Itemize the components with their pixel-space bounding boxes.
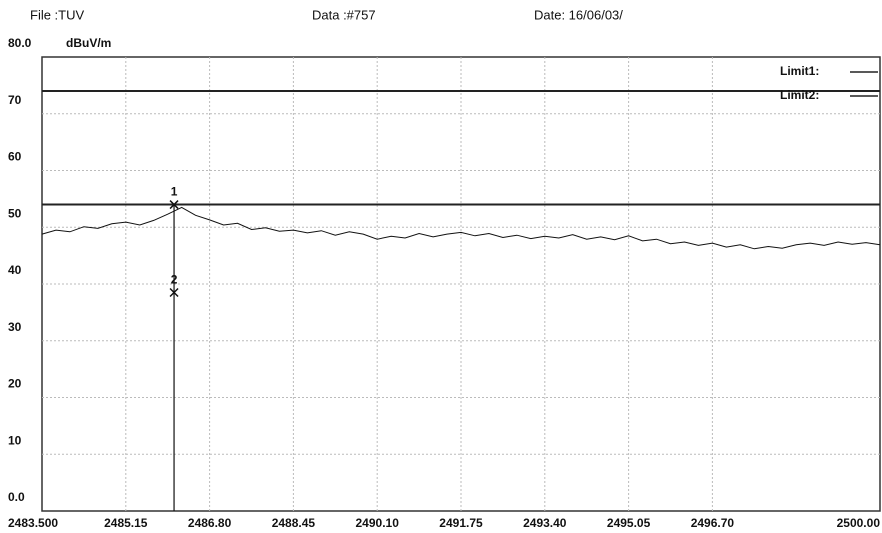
- date-label: Date: 16/06/03/: [534, 7, 623, 22]
- file-label: File :TUV: [30, 7, 85, 22]
- x-tick-label: 2486.80: [188, 516, 232, 530]
- marker: [169, 200, 179, 210]
- y-tick-label: 80.0: [8, 36, 32, 50]
- x-tick-label: 2495.05: [607, 516, 651, 530]
- y-tick-label: 70: [8, 93, 22, 107]
- legend-label: Limit1:: [780, 64, 819, 78]
- x-tick-label: 2500.00: [837, 516, 881, 530]
- y-tick-label: 60: [8, 150, 22, 164]
- y-tick-label: 40: [8, 263, 22, 277]
- y-tick-label: 30: [8, 320, 22, 334]
- y-unit: dBuV/m: [66, 36, 111, 50]
- x-tick-label: 2488.45: [272, 516, 316, 530]
- x-tick-label: 2490.10: [356, 516, 400, 530]
- legend-label: Limit2:: [780, 88, 819, 102]
- x-tick-label: 2496.70: [691, 516, 735, 530]
- data-label: Data :#757: [312, 7, 376, 22]
- marker-label: 2: [171, 273, 178, 287]
- x-tick-label: 2491.75: [439, 516, 483, 530]
- x-tick-label: 2483.500: [8, 516, 58, 530]
- trace: [41, 206, 881, 250]
- marker-label: 1: [171, 185, 178, 199]
- x-tick-label: 2485.15: [104, 516, 148, 530]
- y-tick-label: 0.0: [8, 490, 25, 504]
- y-tick-label: 20: [8, 377, 22, 391]
- y-tick-label: 10: [8, 433, 22, 447]
- x-tick-label: 2493.40: [523, 516, 567, 530]
- marker: [169, 287, 179, 298]
- y-tick-label: 50: [8, 206, 22, 220]
